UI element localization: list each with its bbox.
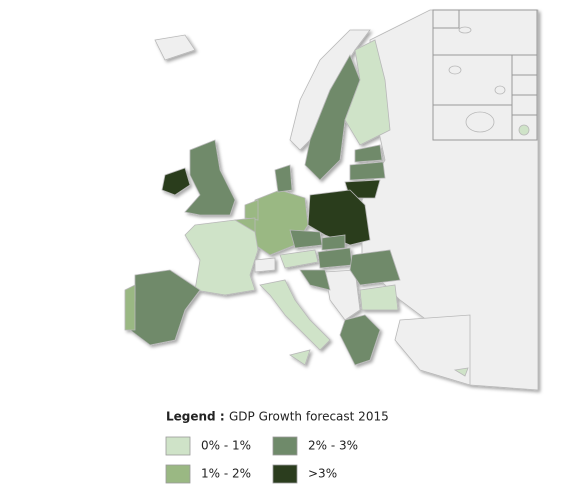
- legend: 0% - 1% 1% - 2% 2% - 3% >3%: [165, 436, 358, 484]
- legend-entry-label: 0% - 1%: [201, 439, 251, 453]
- france: [184, 219, 259, 296]
- spain: [129, 269, 201, 346]
- romania: [349, 249, 401, 286]
- inset-island: [458, 26, 472, 34]
- slovakia: [321, 234, 346, 251]
- inset-island: [465, 111, 495, 133]
- hungary: [317, 247, 353, 269]
- portugal: [124, 284, 136, 331]
- finland: [344, 39, 391, 146]
- legend-swatch: [165, 464, 191, 484]
- iceland: [154, 34, 196, 61]
- switzerland: [254, 257, 276, 273]
- sicily: [289, 349, 311, 366]
- bulgaria: [359, 284, 399, 311]
- estonia: [354, 144, 383, 163]
- legend-label: Legend :: [166, 410, 225, 424]
- netherlands: [244, 199, 259, 221]
- czech-republic: [289, 229, 323, 249]
- united-kingdom: [184, 139, 236, 216]
- greece: [339, 314, 381, 366]
- legend-swatch: [272, 436, 298, 456]
- legend-entry-label: 1% - 2%: [201, 467, 251, 481]
- legend-entry-label: >3%: [308, 467, 337, 481]
- inset-box: [432, 9, 460, 29]
- turkey: [394, 314, 471, 386]
- inset-island: [518, 124, 530, 136]
- poland: [307, 189, 371, 246]
- ireland: [161, 167, 191, 196]
- latvia: [349, 161, 386, 181]
- legend-swatch: [272, 464, 298, 484]
- cyprus: [453, 367, 469, 377]
- inset-maps: [432, 9, 538, 141]
- legend-swatch: [165, 436, 191, 456]
- croatia: [299, 269, 331, 291]
- europe-map: [124, 9, 539, 391]
- italy: [259, 279, 331, 351]
- legend-title: GDP Growth forecast 2015: [229, 410, 389, 424]
- denmark: [274, 164, 293, 193]
- austria: [279, 249, 319, 269]
- inset-island: [448, 65, 462, 75]
- inset-island: [494, 85, 506, 95]
- legend-entry-label: 2% - 3%: [308, 439, 358, 453]
